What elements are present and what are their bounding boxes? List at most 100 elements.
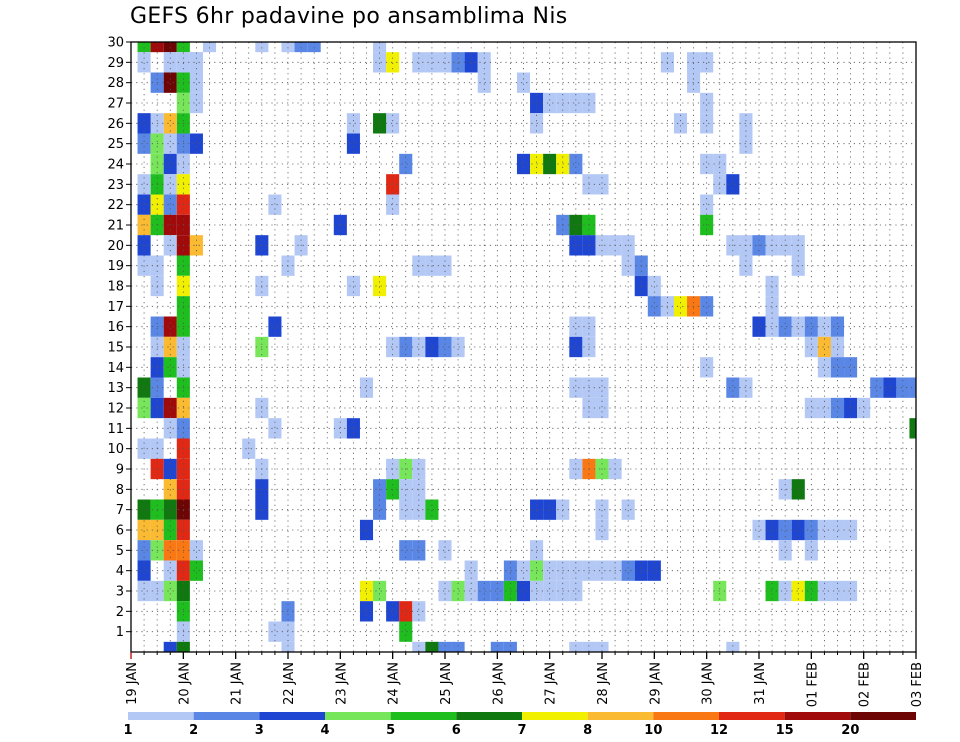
heatmap-cell [909, 418, 916, 439]
heatmap-cell [765, 519, 779, 541]
heatmap-cell [530, 113, 544, 134]
heatmap-cell [700, 153, 714, 175]
heatmap-cell [647, 296, 661, 317]
y-tick-label: 6 [116, 524, 124, 539]
y-tick-label: 17 [107, 300, 124, 315]
heatmap-cell [163, 560, 177, 581]
heatmap-cell [569, 580, 583, 602]
heatmap-cell [451, 52, 465, 73]
heatmap-cell [137, 174, 151, 195]
colorbar-label: 3 [255, 723, 264, 738]
heatmap-cell [778, 580, 792, 602]
heatmap-cell [294, 42, 308, 53]
heatmap-cell [530, 540, 544, 561]
colorbar-label: 8 [583, 723, 592, 738]
heatmap-cell [163, 357, 177, 378]
heatmap-cell [621, 560, 635, 581]
heatmap-cell [163, 316, 177, 337]
heatmap-cell [647, 275, 661, 297]
y-tick-label: 30 [107, 36, 124, 51]
heatmap-cell [307, 42, 321, 53]
heatmap-cell [425, 499, 439, 520]
heatmap-cell [516, 560, 531, 581]
heatmap-cell [268, 316, 282, 337]
heatmap-cell [726, 377, 740, 398]
heatmap-cell [569, 560, 583, 581]
chart-title: GEFS 6hr padavine po ansamblima Nis [130, 4, 568, 29]
heatmap-cell [700, 296, 714, 317]
heatmap-cell [543, 580, 557, 602]
heatmap-cell [399, 336, 413, 358]
x-tick-label: 29 JAN [648, 662, 663, 705]
heatmap-cell [359, 377, 374, 398]
heatmap-cell [189, 72, 203, 93]
heatmap-cell [137, 113, 151, 134]
heatmap-cell [373, 42, 387, 53]
y-tick-label: 22 [107, 198, 124, 213]
colorbar-label: 15 [776, 723, 794, 738]
colorbar-label: 10 [644, 723, 662, 738]
y-tick-label: 20 [107, 239, 124, 254]
colorbar: 1 2 3 4 5 6 7 8 10 12 15 20 [123, 712, 916, 738]
y-tick-label: 10 [107, 442, 124, 457]
heatmap-cell [870, 377, 884, 398]
colorbar-label: 5 [386, 723, 395, 738]
heatmap-cell [543, 92, 557, 114]
heatmap-cell [673, 296, 688, 317]
heatmap-cell [137, 52, 151, 73]
x-tick-label: 22 JAN [282, 662, 297, 705]
heatmap-cell [386, 601, 400, 622]
heatmap-cell [163, 174, 177, 195]
heatmap-cell [503, 580, 517, 602]
y-tick-label: 21 [107, 219, 124, 234]
heatmap-cell [595, 499, 609, 520]
heatmap-cell [830, 519, 845, 541]
heatmap-cell [791, 316, 805, 337]
heatmap-cell [700, 194, 714, 215]
heatmap-cell [425, 52, 439, 73]
x-tick-label: 02 FEB [858, 662, 873, 707]
heatmap-cell [189, 92, 203, 114]
heatmap-cell [700, 92, 714, 114]
heatmap-cell [438, 641, 452, 652]
heatmap-cell [268, 418, 282, 439]
heatmap-cell [386, 52, 400, 73]
colorbar-swatch [719, 712, 785, 720]
colorbar-swatch [259, 712, 325, 720]
heatmap-cell [346, 418, 360, 439]
heatmap-cell [438, 336, 452, 358]
heatmap-cell [726, 641, 740, 652]
heatmap-cell [425, 641, 439, 652]
y-axis-ticks: 1234567891011121314151617181920212223242… [107, 36, 131, 640]
heatmap-cell [438, 540, 452, 561]
x-tick-label: 23 JAN [334, 662, 349, 705]
heatmap-cell [399, 153, 413, 175]
heatmap-cell [791, 580, 805, 602]
heatmap-cell [700, 52, 714, 73]
heatmap-cell [569, 641, 583, 652]
heatmap-cell [176, 42, 190, 53]
heatmap-cell [163, 519, 177, 541]
heatmap-cell [163, 397, 177, 419]
heatmap-cell [163, 418, 177, 439]
heatmap-cell [451, 580, 465, 602]
heatmap-cell [386, 336, 400, 358]
heatmap-cell [399, 499, 413, 520]
heatmap-cell [844, 357, 858, 378]
heatmap-cell [412, 540, 426, 561]
heatmap-cell [464, 580, 478, 602]
heatmap-cell [883, 377, 897, 398]
heatmap-cell [163, 194, 177, 215]
heatmap-cell [896, 377, 910, 398]
heatmap-cell [412, 641, 426, 652]
heatmap-cell [346, 275, 360, 297]
x-tick-label: 21 JAN [230, 662, 245, 705]
heatmap-cell [595, 174, 609, 195]
heatmap-cell [176, 641, 190, 652]
heatmap-cell [673, 113, 688, 134]
heatmap-cell [765, 275, 779, 297]
colorbar-label: 1 [123, 723, 132, 738]
heatmap-cell [137, 540, 151, 561]
colorbar-swatch [587, 712, 654, 720]
